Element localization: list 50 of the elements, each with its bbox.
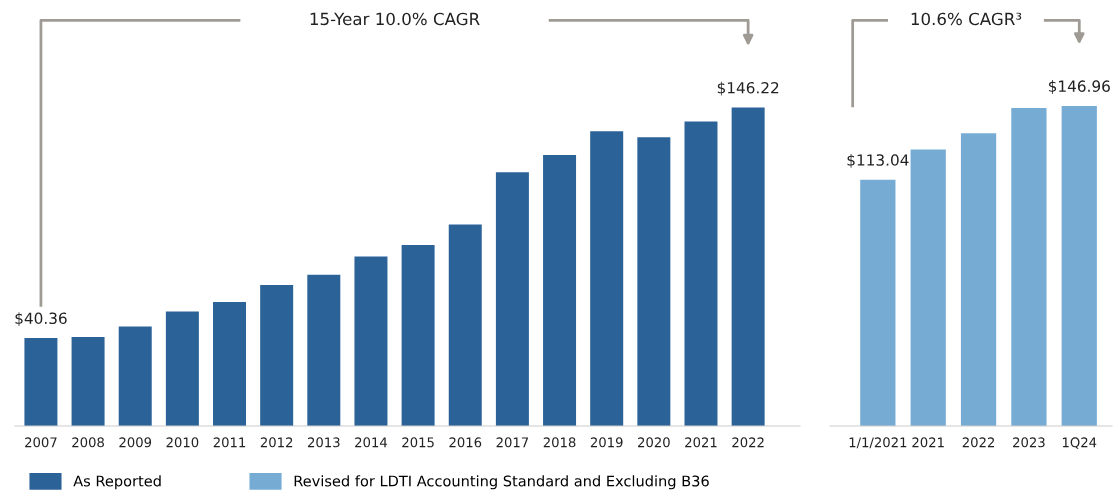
bar (1011, 108, 1047, 426)
data-label: $146.22 (717, 81, 779, 96)
x-tick-label: 2011 (213, 437, 246, 448)
bar (448, 224, 482, 426)
x-tick-label: 2016 (449, 437, 482, 448)
x-tick-label: 2020 (638, 437, 670, 448)
bar (637, 137, 671, 426)
x-tick-label: 2008 (72, 437, 104, 448)
x-tick-label: 2022 (962, 437, 995, 448)
x-tick-label: 2010 (166, 437, 199, 448)
bar (118, 326, 152, 426)
bar (260, 285, 294, 426)
bar (543, 154, 577, 426)
x-tick-label: 1Q24 (1062, 437, 1097, 449)
bar (1061, 106, 1097, 426)
x-tick-label: 2019 (590, 437, 623, 448)
bar (165, 311, 199, 426)
x-tick-label: 2009 (119, 437, 152, 448)
bar (495, 172, 529, 426)
x-tick-label: 2017 (496, 437, 529, 448)
x-tick-label: 2022 (732, 437, 764, 448)
x-tick-label: 2014 (355, 437, 388, 448)
x-tick-label: 1/1/2021 (849, 437, 907, 449)
bar (401, 245, 435, 426)
bar (213, 301, 247, 426)
bar (731, 107, 765, 426)
text: 15-Year 10.0% CAGR (310, 12, 480, 26)
bar (860, 179, 896, 426)
x-tick-label: 2018 (543, 437, 576, 448)
bar (24, 338, 58, 426)
bar (590, 131, 624, 426)
legend-label: As Reported (73, 475, 161, 490)
data-label: $40.36 (15, 312, 67, 327)
x-tick-label: 2021 (685, 437, 717, 448)
x-tick-label: 2012 (260, 437, 293, 448)
x-tick-label: 2013 (307, 437, 340, 448)
data-label: $113.04 (847, 153, 909, 168)
bar (71, 336, 105, 426)
x-tick-label: 2023 (1013, 437, 1045, 448)
bar (307, 274, 341, 426)
legend-label: Revised for LDTI Accounting Standard and Excluding B36 (294, 475, 709, 490)
bar (684, 121, 718, 426)
x-tick-label: 2007 (25, 437, 57, 448)
data-label: $146.96 (1048, 80, 1110, 94)
bar (354, 256, 388, 426)
text: 10.6% CAGR³ (911, 12, 1022, 26)
x-tick-label: 2015 (402, 437, 434, 448)
x-tick-label: 2021 (912, 437, 944, 448)
bar (910, 149, 946, 426)
bar (960, 133, 997, 426)
